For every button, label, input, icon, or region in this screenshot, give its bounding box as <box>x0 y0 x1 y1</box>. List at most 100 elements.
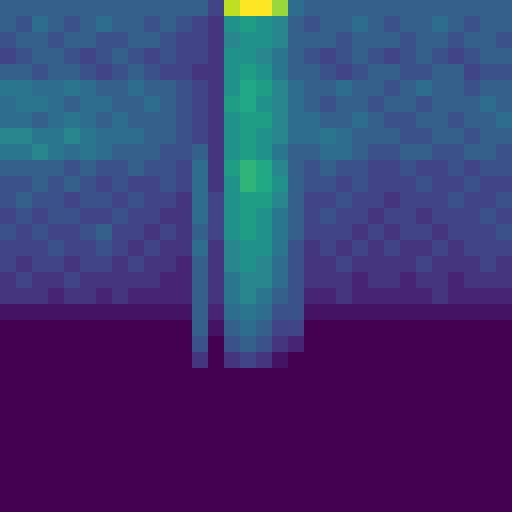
cell <box>368 496 385 512</box>
cell <box>448 480 465 497</box>
cell <box>416 368 433 385</box>
cell <box>272 112 289 129</box>
cell <box>272 272 289 289</box>
cell <box>64 144 81 161</box>
cell <box>320 112 337 129</box>
cell <box>224 336 241 353</box>
cell <box>352 464 369 481</box>
cell <box>160 128 177 145</box>
cell <box>128 224 145 241</box>
cell <box>64 432 81 449</box>
cell <box>176 368 193 385</box>
cell <box>48 432 65 449</box>
cell <box>256 352 273 369</box>
cell <box>368 352 385 369</box>
cell <box>48 256 65 273</box>
cell <box>400 144 417 161</box>
cell <box>240 16 257 33</box>
cell <box>0 464 17 481</box>
cell <box>208 304 225 321</box>
cell <box>320 32 337 49</box>
cell <box>400 80 417 97</box>
cell <box>464 368 481 385</box>
cell <box>208 368 225 385</box>
cell <box>368 480 385 497</box>
cell <box>496 400 512 417</box>
cell <box>464 48 481 65</box>
cell <box>368 144 385 161</box>
cell <box>32 128 49 145</box>
cell <box>112 0 129 17</box>
cell <box>336 144 353 161</box>
cell <box>144 272 161 289</box>
cell <box>384 464 401 481</box>
cell <box>336 64 353 81</box>
cell <box>80 368 97 385</box>
cell <box>416 80 433 97</box>
cell <box>256 304 273 321</box>
cell <box>368 304 385 321</box>
cell <box>48 0 65 17</box>
cell <box>464 352 481 369</box>
cell <box>400 432 417 449</box>
cell <box>224 480 241 497</box>
cell <box>448 80 465 97</box>
cell <box>160 48 177 65</box>
cell <box>80 224 97 241</box>
cell <box>320 80 337 97</box>
cell <box>432 0 449 17</box>
cell <box>0 0 17 17</box>
cell <box>496 64 512 81</box>
cell <box>304 496 321 512</box>
cell <box>336 208 353 225</box>
cell <box>80 496 97 512</box>
cell <box>32 352 49 369</box>
cell <box>16 416 33 433</box>
cell <box>48 336 65 353</box>
cell <box>480 432 497 449</box>
cell <box>144 448 161 465</box>
cell <box>432 384 449 401</box>
cell <box>304 224 321 241</box>
cell <box>0 368 17 385</box>
cell <box>320 304 337 321</box>
cell <box>48 288 65 305</box>
cell <box>256 192 273 209</box>
cell <box>128 112 145 129</box>
cell <box>352 320 369 337</box>
cell <box>192 480 209 497</box>
cell <box>80 80 97 97</box>
cell <box>96 480 113 497</box>
cell <box>16 160 33 177</box>
cell <box>112 224 129 241</box>
cell <box>96 192 113 209</box>
cell <box>224 96 241 113</box>
cell <box>480 128 497 145</box>
cell <box>368 0 385 17</box>
cell <box>432 320 449 337</box>
cell <box>352 240 369 257</box>
cell <box>80 208 97 225</box>
cell <box>208 80 225 97</box>
cell <box>176 480 193 497</box>
cell <box>448 208 465 225</box>
cell <box>16 208 33 225</box>
cell <box>416 288 433 305</box>
cell <box>144 256 161 273</box>
cell <box>320 464 337 481</box>
cell <box>320 448 337 465</box>
cell <box>192 176 209 193</box>
cell <box>192 384 209 401</box>
cell <box>256 208 273 225</box>
cell <box>96 336 113 353</box>
cell <box>496 176 512 193</box>
cell <box>32 96 49 113</box>
cell <box>288 336 305 353</box>
cell <box>80 480 97 497</box>
cell <box>80 144 97 161</box>
cell <box>96 128 113 145</box>
cell <box>112 32 129 49</box>
cell <box>192 288 209 305</box>
cell <box>96 48 113 65</box>
cell <box>496 496 512 512</box>
